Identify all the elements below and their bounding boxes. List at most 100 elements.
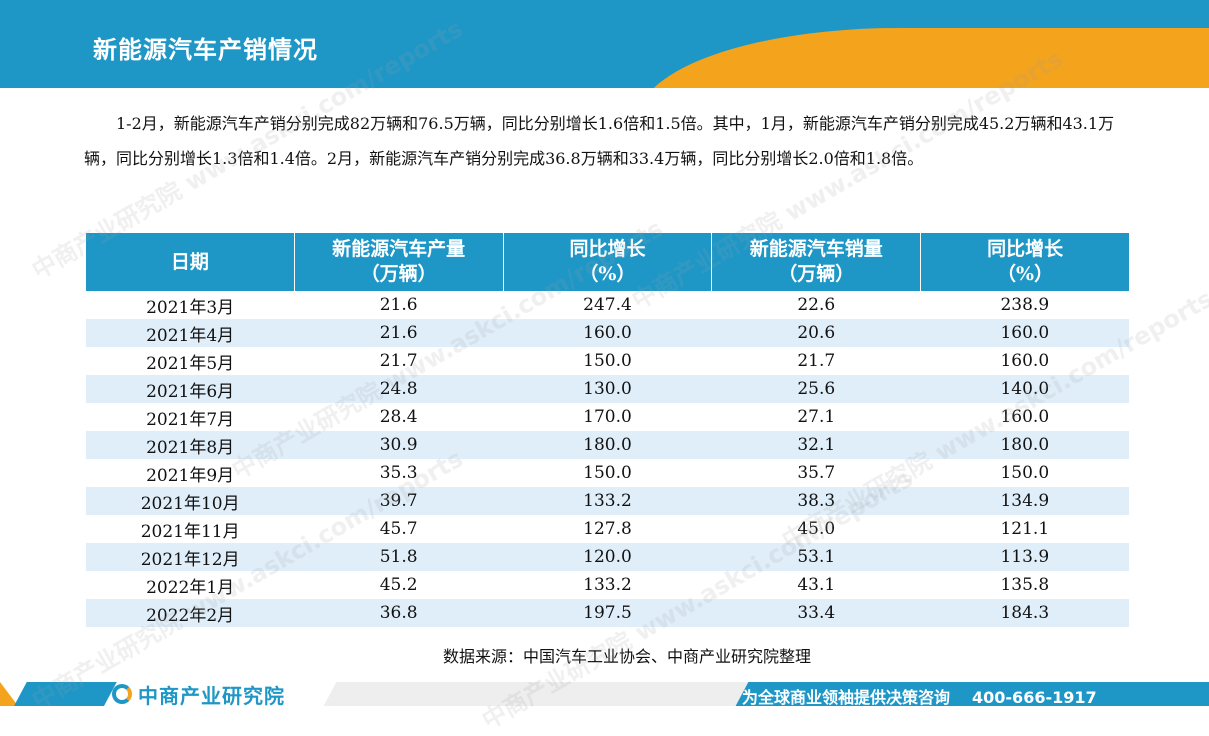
logo-text: 中商产业研究院	[138, 683, 285, 708]
value-cell: 133.2	[503, 571, 712, 599]
header-orange-swoosh	[639, 28, 1209, 88]
logo-icon	[112, 684, 132, 704]
header-cell: 日期	[86, 233, 295, 291]
footer-logo: 中商产业研究院	[112, 681, 285, 708]
value-cell: 113.9	[920, 543, 1129, 571]
footer-blue-accent-left	[14, 682, 117, 706]
header-line1: 日期	[170, 250, 209, 273]
value-cell: 28.4	[294, 403, 504, 431]
value-cell: 27.1	[711, 403, 921, 431]
value-cell: 160.0	[503, 319, 712, 347]
table-row: 2021年3月 21.6 247.4 22.6 238.9	[86, 291, 1129, 319]
value-cell: 150.0	[503, 347, 712, 375]
header-line2: （万辆）	[360, 263, 437, 285]
value-cell: 51.8	[294, 543, 504, 571]
footer-gray-band	[323, 682, 757, 706]
value-cell: 180.0	[503, 431, 712, 459]
value-cell: 32.1	[711, 431, 921, 459]
date-cell: 2021年4月	[86, 319, 295, 347]
table-row: 2021年5月 21.7 150.0 21.7 160.0	[86, 347, 1129, 375]
table-row: 2021年10月 39.7 133.2 38.3 134.9	[86, 487, 1129, 515]
value-cell: 150.0	[920, 459, 1129, 487]
table-header-row: 日期 新能源汽车产量 （万辆） 同比增长 （%） 新能源汽车销量 （万辆） 同比…	[86, 233, 1129, 291]
value-cell: 135.8	[920, 571, 1129, 599]
value-cell: 127.8	[503, 515, 712, 543]
header-line1: 新能源汽车产量	[332, 238, 466, 260]
header-cell: 同比增长 （%）	[920, 233, 1129, 291]
data-source-note: 数据来源：中国汽车工业协会、中商产业研究院整理	[442, 647, 811, 666]
value-cell: 45.0	[711, 515, 921, 543]
value-cell: 160.0	[920, 347, 1129, 375]
date-cell: 2021年7月	[86, 403, 295, 431]
value-cell: 134.9	[920, 487, 1129, 515]
footer-orange-accent	[0, 682, 18, 706]
value-cell: 170.0	[503, 403, 712, 431]
header-line2: （%）	[579, 263, 636, 285]
value-cell: 45.2	[294, 571, 504, 599]
value-cell: 160.0	[920, 319, 1129, 347]
value-cell: 197.5	[503, 599, 712, 627]
date-cell: 2021年11月	[86, 515, 295, 543]
date-cell: 2022年1月	[86, 571, 295, 599]
header-line2: （%）	[997, 263, 1054, 285]
table-row: 2021年9月 35.3 150.0 35.7 150.0	[86, 459, 1129, 487]
table-row: 2021年12月 51.8 120.0 53.1 113.9	[86, 543, 1129, 571]
value-cell: 184.3	[920, 599, 1129, 627]
value-cell: 121.1	[920, 515, 1129, 543]
value-cell: 160.0	[920, 403, 1129, 431]
header-banner: 新能源汽车产销情况	[0, 0, 1209, 88]
header-line1: 同比增长	[987, 238, 1064, 260]
value-cell: 30.9	[294, 431, 504, 459]
value-cell: 24.8	[294, 375, 504, 403]
header-line1: 新能源汽车销量	[749, 238, 883, 260]
date-cell: 2021年10月	[86, 487, 295, 515]
header-line2: （万辆）	[778, 263, 855, 285]
value-cell: 33.4	[711, 599, 921, 627]
value-cell: 120.0	[503, 543, 712, 571]
date-cell: 2021年3月	[86, 291, 295, 319]
value-cell: 21.7	[294, 347, 504, 375]
value-cell: 43.1	[711, 571, 921, 599]
table-row: 2022年1月 45.2 133.2 43.1 135.8	[86, 571, 1129, 599]
table-body: 2021年3月 21.6 247.4 22.6 238.9 2021年4月 21.6 160.…	[86, 291, 1129, 627]
header-cell: 新能源汽车销量 （万辆）	[711, 233, 922, 291]
date-cell: 2021年9月	[86, 459, 295, 487]
value-cell: 21.7	[711, 347, 921, 375]
slogan-text: 为全球商业领袖提供决策咨询	[742, 688, 951, 707]
value-cell: 35.3	[294, 459, 504, 487]
value-cell: 150.0	[503, 459, 712, 487]
value-cell: 22.6	[711, 291, 921, 319]
summary-paragraph: 1-2月，新能源汽车产销分别完成82万辆和76.5万辆，同比分别增长1.6倍和1…	[84, 114, 1115, 168]
phone-number: 400-666-1917	[972, 688, 1097, 707]
value-cell: 21.6	[294, 291, 504, 319]
table-row: 2021年4月 21.6 160.0 20.6 160.0	[86, 319, 1129, 347]
date-cell: 2021年5月	[86, 347, 295, 375]
value-cell: 133.2	[503, 487, 712, 515]
header-cell: 新能源汽车产量 （万辆）	[294, 233, 504, 291]
value-cell: 21.6	[294, 319, 504, 347]
page-title: 新能源汽车产销情况	[93, 36, 318, 64]
value-cell: 45.7	[294, 515, 504, 543]
sales-table: 日期 新能源汽车产量 （万辆） 同比增长 （%） 新能源汽车销量 （万辆） 同比…	[86, 233, 1129, 627]
value-cell: 39.7	[294, 487, 504, 515]
footer-bar: 中商产业研究院 为全球商业领袖提供决策咨询 400-666-1917	[0, 682, 1209, 718]
footer-slogan: 为全球商业领袖提供决策咨询 400-666-1917	[742, 684, 1097, 708]
header-line1: 同比增长	[569, 238, 646, 260]
table-row: 2022年2月 36.8 197.5 33.4 184.3	[86, 599, 1129, 627]
value-cell: 38.3	[711, 487, 921, 515]
value-cell: 36.8	[294, 599, 504, 627]
date-cell: 2022年2月	[86, 599, 295, 627]
date-cell: 2021年8月	[86, 431, 295, 459]
value-cell: 247.4	[503, 291, 712, 319]
table-row: 2021年7月 28.4 170.0 27.1 160.0	[86, 403, 1129, 431]
table-row: 2021年8月 30.9 180.0 32.1 180.0	[86, 431, 1129, 459]
header-cell: 同比增长 （%）	[503, 233, 713, 291]
value-cell: 53.1	[711, 543, 921, 571]
value-cell: 140.0	[920, 375, 1129, 403]
value-cell: 35.7	[711, 459, 921, 487]
date-cell: 2021年12月	[86, 543, 295, 571]
value-cell: 180.0	[920, 431, 1129, 459]
table-row: 2021年11月 45.7 127.8 45.0 121.1	[86, 515, 1129, 543]
value-cell: 25.6	[711, 375, 921, 403]
value-cell: 20.6	[711, 319, 921, 347]
